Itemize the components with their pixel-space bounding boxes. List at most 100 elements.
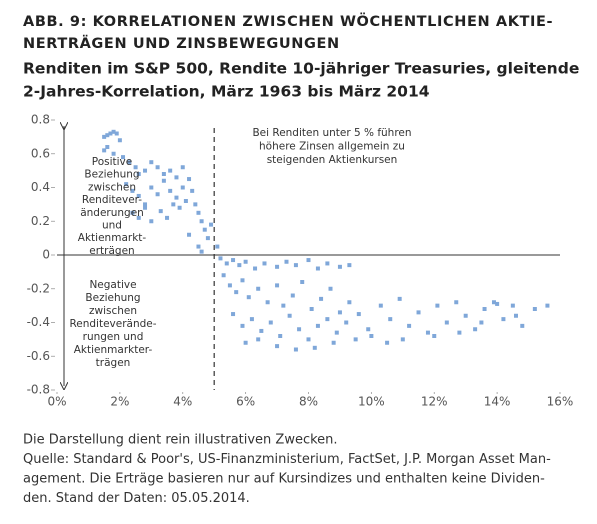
point [196,244,201,249]
x-tick-label: 8% [299,395,318,409]
point [337,310,342,315]
chart-subtitle: 2-Jahres-Korrelation, März 1963 bis März… [23,83,430,101]
source-note: den. Stand der Daten: 05.05.2014. [23,491,250,506]
point [259,328,264,333]
point [102,134,107,139]
point [315,266,320,271]
annotation: trägen [96,357,131,369]
annotation: Bei Renditen unter 5 % führen [252,127,411,139]
point [243,340,248,345]
y-tick-label: 0.8 [31,113,50,127]
point [227,283,232,288]
point [136,215,141,220]
point [246,295,251,300]
x-tick-label: 16% [547,395,574,409]
point [218,256,223,261]
point [300,280,305,284]
point [143,168,148,173]
point [136,172,141,176]
x-tick-label: 6% [236,395,255,409]
point [482,307,487,311]
point [520,323,525,328]
point [114,131,119,136]
annotation: zwischen [89,305,137,317]
point [495,301,500,306]
point [378,303,383,308]
point [143,205,148,210]
chart-title: NERTRÄGEN UND ZINSBEWEGUNGEN [23,35,340,52]
point [444,320,449,325]
annotation: Positive [92,156,132,168]
point [319,296,324,301]
point [121,155,126,160]
point [315,323,320,328]
x-tick-label: 4% [173,395,192,409]
point [174,175,179,180]
annotation: Renditever- [82,194,142,206]
point [293,347,298,352]
point [457,330,462,335]
chart-title: ABB. 9: KORRELATIONEN ZWISCHEN WÖCHENTLI… [23,12,553,30]
point [130,210,135,215]
point [190,188,195,193]
point [344,320,349,325]
x-tick-label: 2% [110,395,129,409]
point [275,344,280,349]
point [353,337,358,342]
point [124,182,129,187]
point [165,215,170,220]
point [117,138,122,143]
source-note: Die Darstellung dient rein illustrativen… [23,433,338,448]
y-tick-label: 0.4 [31,180,50,194]
point [312,345,317,350]
point [435,303,440,308]
point [334,330,339,335]
point [111,151,116,156]
point [275,283,280,288]
point [532,307,537,311]
point [127,160,132,165]
annotation: höhere Zinsen allgemein zu [259,141,405,153]
point [256,337,261,342]
point [397,296,402,301]
y-tick-label: 0.2 [31,214,50,228]
point [268,320,273,325]
point [243,259,248,264]
x-tick-label: 0% [47,395,66,409]
y-tick-label: -0.6 [27,349,50,363]
point [425,330,430,335]
point [193,202,198,207]
y-tick-label: -0.8 [27,383,50,397]
point [337,264,342,269]
point [473,327,478,332]
point [325,261,330,266]
point [265,300,270,305]
point [158,209,163,214]
point [102,148,107,153]
point [231,258,236,263]
point [278,334,283,338]
point [293,263,298,268]
chart-subtitle: Renditen im S&P 500, Rendite 10-jähriger… [23,60,579,78]
point [463,313,468,318]
point [262,261,267,266]
point [234,290,239,295]
point [491,300,496,305]
point [155,192,160,197]
point [347,300,352,305]
point [281,303,286,308]
point [161,178,166,183]
annotation: Renditeverände- [69,318,156,330]
point [366,327,371,332]
point [149,160,154,165]
point [155,165,160,170]
point [253,266,258,271]
point [177,205,182,210]
point [275,264,280,269]
y-tick-label: -0.4 [27,315,50,329]
point [347,263,352,268]
annotation: und [102,220,122,232]
point [297,327,302,332]
point [224,261,229,266]
point [136,193,141,198]
